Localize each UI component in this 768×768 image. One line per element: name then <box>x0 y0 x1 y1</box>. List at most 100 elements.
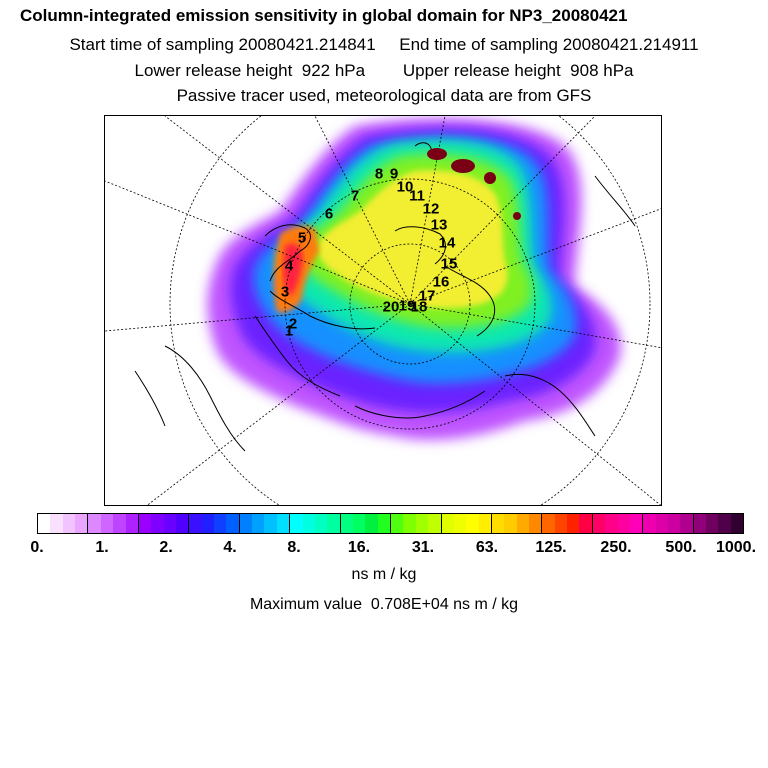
scale-tick-label: 63. <box>475 539 499 556</box>
scale-tick-label: 125. <box>535 539 567 556</box>
scale-units: ns m / kg <box>351 566 417 583</box>
scale-tick-label: 1000. <box>715 539 757 556</box>
color-scale-segment <box>554 514 568 533</box>
tracer-info-line: Passive tracer used, meteorological data… <box>176 86 592 105</box>
color-scale-segment <box>706 514 719 533</box>
graticule <box>105 116 661 505</box>
color-scale-segment <box>201 514 215 533</box>
color-scale-segment <box>75 514 89 533</box>
color-scale-segment <box>125 514 139 533</box>
color-scale-segment <box>340 514 353 533</box>
plot-title: Column-integrated emission sensitivity i… <box>20 6 628 25</box>
sampling-time-line: Start time of sampling 20080421.214841 E… <box>69 35 699 54</box>
track-point-12: 12 <box>422 200 440 218</box>
color-scale-segment <box>643 514 656 533</box>
track-point-10: 10 <box>396 178 414 196</box>
color-scale-segment <box>718 514 731 533</box>
track-point-19: 19 <box>398 297 416 315</box>
track-point-5: 5 <box>297 229 307 247</box>
color-scale-segment <box>38 514 51 533</box>
color-scale-segment <box>264 514 277 533</box>
color-scale-segment <box>629 514 644 533</box>
color-scale-segment <box>428 514 442 533</box>
color-scale-segment <box>138 514 152 533</box>
track-point-9: 9 <box>389 165 399 183</box>
map-panel: 1 2 3 4 5 6 7 8 9 10 11 12 13 14 15 16 1… <box>104 115 662 506</box>
color-scale-segment <box>453 514 467 533</box>
color-scale-segment <box>693 514 707 533</box>
color-scale-segment <box>391 514 404 533</box>
sensitivity-map <box>105 116 661 505</box>
sensitivity-field-yellow <box>318 170 508 308</box>
color-scale-segment <box>542 514 555 533</box>
color-scale-segment <box>516 514 530 533</box>
color-scale-segment <box>113 514 126 533</box>
track-point-16: 16 <box>432 273 450 291</box>
color-scale-segment <box>226 514 240 533</box>
color-scale-segment <box>314 514 328 533</box>
color-scale-segment <box>667 514 681 533</box>
color-scale-segment <box>290 514 303 533</box>
scale-tick-label: 31. <box>411 539 435 556</box>
release-height-line: Lower release height 922 hPa Upper relea… <box>134 61 634 80</box>
color-scale-segment <box>567 514 580 533</box>
track-point-2: 2 <box>288 315 298 333</box>
color-scale-segment <box>50 514 63 533</box>
track-point-20: 20 <box>382 298 400 316</box>
color-scale-segment <box>252 514 265 533</box>
track-point-13: 13 <box>430 216 448 234</box>
color-scale-segment <box>617 514 630 533</box>
track-point-15: 15 <box>440 255 458 273</box>
color-scale-segment <box>529 514 543 533</box>
color-scale-segment <box>175 514 190 533</box>
color-scale-segment <box>239 514 253 533</box>
color-scale-segment <box>189 514 202 533</box>
scale-tick-label: 0. <box>30 539 44 556</box>
track-point-3: 3 <box>280 283 290 301</box>
color-scale-segment <box>441 514 454 533</box>
color-scale-segment <box>579 514 593 533</box>
track-point-8: 8 <box>374 165 384 183</box>
color-scale-segment <box>214 514 227 533</box>
high-sensitivity-patches <box>427 148 521 220</box>
color-scale-segment <box>88 514 101 533</box>
track-point-17: 17 <box>418 287 436 305</box>
color-scale-segment <box>655 514 668 533</box>
track-point-14: 14 <box>438 234 456 252</box>
color-scale-segment <box>276 514 291 533</box>
color-scale-segment <box>327 514 341 533</box>
color-scale-segment <box>352 514 366 533</box>
scale-tick-label: 4. <box>223 539 237 556</box>
maximum-value-text: Maximum value 0.708E+04 ns m / kg <box>249 596 519 613</box>
color-scale-segment <box>605 514 618 533</box>
color-scale-segment <box>100 514 114 533</box>
color-scale-segment <box>466 514 479 533</box>
track-point-1: 1 <box>284 322 294 340</box>
coastlines <box>134 142 636 452</box>
scale-tick-label: 16. <box>347 539 371 556</box>
scale-tick-label: 250. <box>600 539 632 556</box>
color-scale-segment <box>403 514 416 533</box>
track-point-18: 18 <box>410 298 428 316</box>
color-scale-segment <box>415 514 429 533</box>
scale-tick-label: 2. <box>159 539 173 556</box>
color-scale-segment <box>478 514 492 533</box>
color-scale-bar <box>37 513 744 534</box>
scale-tick-label: 8. <box>287 539 301 556</box>
color-scale-segment <box>680 514 694 533</box>
track-point-11: 11 <box>409 187 425 205</box>
scale-tick-label: 1. <box>95 539 109 556</box>
track-point-7: 7 <box>350 187 360 205</box>
color-scale-segment <box>62 514 76 533</box>
color-scale-segment <box>504 514 517 533</box>
color-scale-segment <box>151 514 164 533</box>
color-scale-segment <box>730 514 744 533</box>
color-scale-segment <box>491 514 505 533</box>
color-scale-segment <box>302 514 315 533</box>
color-scale-segment <box>163 514 176 533</box>
track-point-6: 6 <box>324 205 334 223</box>
scale-tick-label: 500. <box>665 539 697 556</box>
color-scale-segment <box>377 514 392 533</box>
color-scale-segment <box>365 514 378 533</box>
sensitivity-field-red <box>283 243 303 296</box>
